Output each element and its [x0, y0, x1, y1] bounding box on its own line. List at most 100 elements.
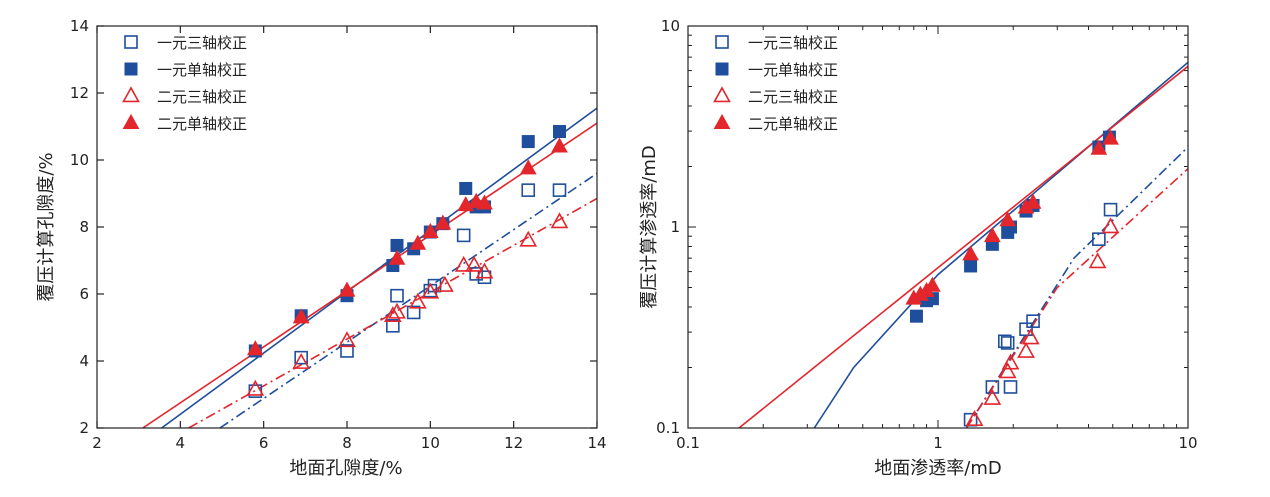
porosity-point-s0-3	[386, 319, 400, 333]
porosity-point-s2-7	[436, 275, 454, 292]
porosity-point-s2-12	[550, 212, 569, 229]
porosity-point-s0-4	[390, 288, 404, 303]
permeability-ytick-label-0: 0.1	[656, 419, 680, 437]
permeability-point-s3-8	[1024, 193, 1042, 209]
porosity-xtick-label-5: 12	[504, 434, 523, 452]
porosity-point-s1-8	[459, 181, 473, 195]
chart-porosity-axes: 2 4 6 8 10 12 14 2 4 6 8 10 12 14	[70, 17, 607, 452]
porosity-point-s2-4	[388, 302, 406, 319]
porosity-point-s1-11	[521, 135, 535, 149]
permeability-point-s2-6	[1088, 252, 1107, 269]
permeability-legend-marker-3	[713, 113, 731, 129]
porosity-point-s2-9	[465, 255, 483, 272]
porosity-ytick-label-3: 8	[79, 218, 89, 236]
porosity-point-s3-10	[519, 159, 537, 175]
permeability-legend-label-2: 二元三轴校正	[748, 88, 838, 106]
chart-porosity: 2 4 6 8 10 12 14 2 4 6 8 10 12 14 一元三轴校正一元单轴校正二元三轴校正二…	[36, 17, 607, 479]
chart-permeability-axes: 0.1 1 10 0.1 1 10	[656, 17, 1197, 452]
porosity-point-s3-2	[338, 281, 356, 297]
porosity-ytick-label-5: 12	[70, 84, 89, 102]
permeability-legend-label-0: 一元三轴校正	[748, 34, 838, 52]
porosity-fit-line-0	[161, 107, 597, 428]
permeability-point-s2-7	[1101, 217, 1120, 234]
porosity-axes-frame	[96, 25, 598, 429]
permeability-point-s2-3	[1001, 353, 1020, 370]
permeability-point-s3-4	[962, 245, 979, 261]
permeability-point-s0-4	[1003, 380, 1018, 394]
porosity-legend-marker-3	[122, 113, 140, 129]
porosity-ytick-label-4: 10	[70, 151, 89, 169]
porosity-legend-label-1: 一元单轴校正	[157, 61, 247, 79]
chart-permeability-x-axis-label: 地面渗透率/mD	[874, 458, 1001, 479]
porosity-point-s3-11	[551, 137, 568, 153]
porosity-xtick-label-0: 2	[92, 434, 102, 452]
permeability-xtick-label-1: 1	[933, 434, 943, 452]
permeability-point-s3-3	[924, 276, 941, 292]
permeability-point-s3-5	[984, 227, 1001, 243]
porosity-point-s3-6	[434, 214, 452, 230]
porosity-xtick-label-4: 10	[421, 434, 440, 452]
porosity-legend-marker-1	[124, 62, 138, 76]
permeability-xtick-label-2: 10	[1178, 434, 1197, 452]
porosity-point-s0-9	[469, 267, 483, 281]
chart-permeability-y-axis-label: 覆压计算渗透率/mD	[639, 145, 660, 308]
permeability-point-s2-5	[1021, 328, 1040, 345]
chart-porosity-fit-lines	[142, 107, 597, 428]
permeability-point-s0-8	[1103, 202, 1118, 217]
chart-porosity-y-axis-label: 覆压计算孔隙度/%	[36, 152, 57, 301]
permeability-point-s2-0	[965, 409, 984, 426]
porosity-point-s2-11	[519, 230, 538, 247]
porosity-point-s2-10	[475, 262, 494, 279]
permeability-point-s0-5	[1019, 322, 1033, 337]
chart-permeability-points	[905, 129, 1120, 427]
permeability-fit-line-2	[965, 146, 1188, 428]
porosity-legend-marker-2	[122, 86, 140, 103]
porosity-point-s3-9	[476, 194, 493, 210]
porosity-point-s3-4	[409, 234, 427, 250]
porosity-point-s2-2	[338, 331, 356, 348]
porosity-point-s0-1	[294, 350, 308, 365]
porosity-ytick-label-2: 6	[79, 285, 89, 303]
permeability-point-s2-1	[983, 388, 1002, 405]
porosity-point-s3-5	[421, 222, 439, 238]
permeability-legend-marker-2	[713, 86, 731, 103]
porosity-point-s2-0	[246, 379, 265, 396]
porosity-xtick-label-6: 14	[587, 434, 606, 452]
chart-porosity-points	[246, 125, 569, 398]
porosity-point-s2-6	[421, 282, 440, 299]
porosity-legend-marker-0	[124, 35, 138, 49]
permeability-point-s0-2	[997, 334, 1012, 349]
permeability-point-s3-10	[1102, 129, 1119, 145]
permeability-point-s1-0	[909, 309, 923, 323]
porosity-xtick-label-2: 6	[259, 434, 269, 452]
permeability-point-s3-9	[1090, 139, 1108, 155]
porosity-point-s0-8	[456, 228, 471, 243]
porosity-ytick-label-6: 14	[70, 17, 89, 35]
permeability-ytick-label-2: 10	[661, 17, 680, 35]
permeability-point-s0-6	[1026, 314, 1040, 328]
porosity-point-s0-11	[521, 183, 536, 197]
porosity-point-s3-1	[292, 308, 310, 324]
permeability-axes-frame	[687, 25, 1189, 429]
porosity-point-s1-4	[390, 238, 404, 252]
porosity-point-s0-5	[406, 305, 421, 320]
porosity-point-s0-12	[552, 183, 567, 197]
permeability-point-s2-4	[1017, 341, 1035, 358]
permeability-point-s0-3	[1000, 336, 1015, 350]
porosity-legend-label-0: 一元三轴校正	[157, 34, 247, 52]
porosity-xtick-label-3: 8	[342, 434, 352, 452]
permeability-legend-label-3: 二元单轴校正	[748, 115, 838, 133]
porosity-point-s2-5	[408, 292, 427, 309]
porosity-point-s2-1	[292, 352, 311, 369]
porosity-point-s3-0	[246, 340, 264, 356]
permeability-fit-line-0	[813, 61, 1188, 428]
porosity-ytick-label-1: 4	[79, 352, 89, 370]
porosity-xtick-label-1: 4	[176, 434, 186, 452]
permeability-fit-line-1	[738, 65, 1188, 428]
porosity-fit-line-2	[219, 172, 597, 428]
porosity-point-s2-3	[383, 306, 402, 323]
permeability-xtick-label-0: 0.1	[676, 434, 700, 452]
porosity-point-s1-12	[553, 125, 566, 139]
